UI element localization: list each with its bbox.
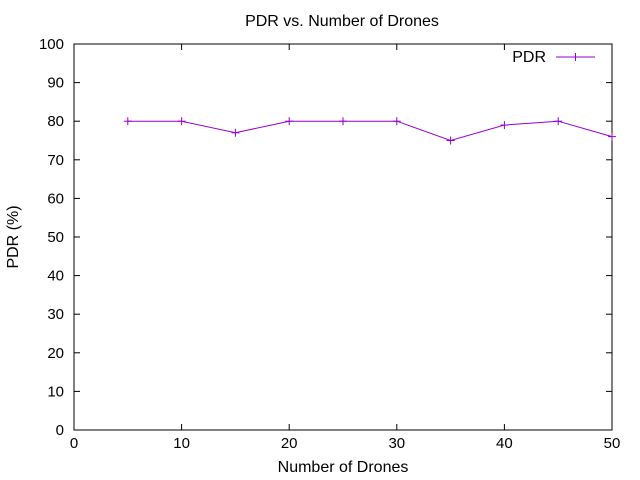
legend: PDR (512, 49, 595, 66)
y-tick-label: 60 (47, 190, 64, 207)
data-point (123, 117, 132, 126)
series-line-pdr (127, 120, 613, 142)
y-axis-label: PDR (%) (5, 205, 22, 268)
data-point (500, 121, 509, 130)
legend-marker (571, 53, 580, 61)
y-tick-label: 30 (47, 306, 64, 323)
x-tick-label: 10 (173, 435, 190, 452)
y-tick-label: 80 (47, 113, 64, 130)
data-point (231, 128, 240, 137)
y-tick-label: 20 (47, 345, 64, 362)
data-point (339, 117, 347, 126)
y-tick-label: 0 (56, 422, 64, 439)
y-tick-label: 70 (47, 152, 64, 169)
legend-marker-plus (571, 53, 580, 61)
data-point (608, 132, 616, 141)
x-tick-label: 40 (496, 435, 513, 452)
y-tick-label: 100 (39, 36, 64, 53)
x-axis: 0 10 20 30 40 50 (70, 44, 621, 452)
data-point (392, 117, 401, 126)
data-point (177, 117, 186, 126)
data-point (285, 117, 294, 126)
y-tick-label: 50 (47, 229, 64, 246)
x-tick-label: 50 (604, 435, 621, 452)
legend-label: PDR (512, 49, 546, 66)
data-point (446, 136, 455, 145)
plot-frame (73, 43, 613, 431)
x-tick-label: 30 (388, 435, 405, 452)
x-axis-label: Number of Drones (278, 459, 409, 476)
chart-title: PDR vs. Number of Drones (245, 13, 439, 30)
x-tick-label: 0 (70, 435, 78, 452)
x-tick-label: 20 (281, 435, 298, 452)
y-axis: 0 10 20 30 40 50 60 70 80 90 100 (39, 36, 612, 439)
series-layer (123, 117, 616, 145)
y-tick-label: 90 (47, 75, 64, 92)
data-point (554, 117, 563, 126)
y-tick-label: 40 (47, 268, 64, 285)
y-tick-label: 10 (47, 383, 64, 400)
